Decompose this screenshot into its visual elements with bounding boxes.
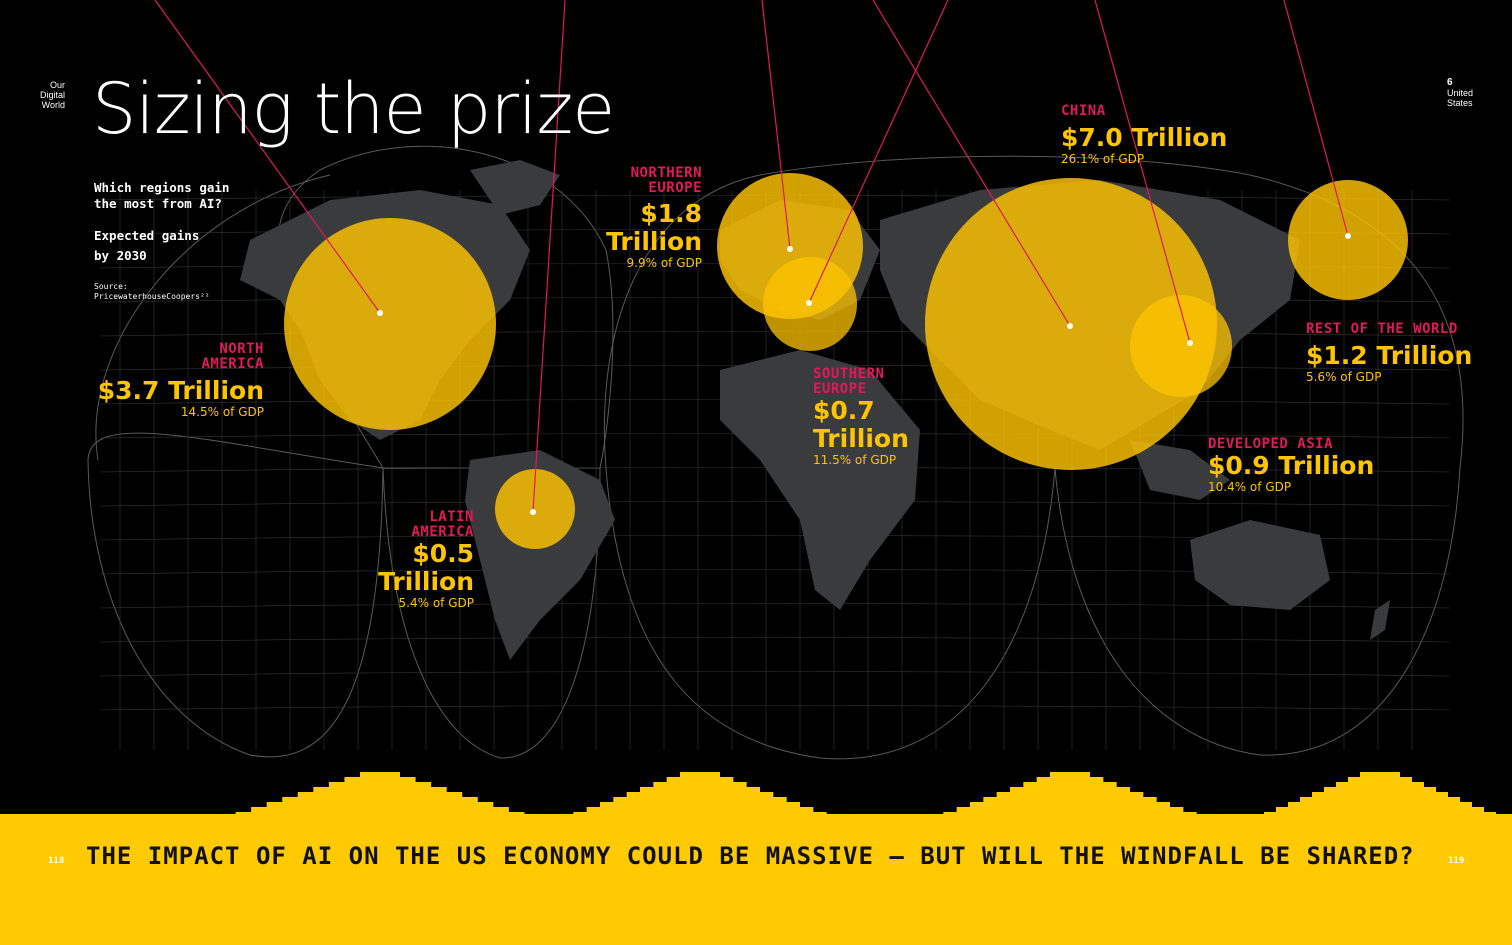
africa-landmass [720, 350, 920, 610]
page-number-left: 118 [48, 856, 65, 866]
section-label: Our Digital World [20, 80, 65, 110]
page-number-right: 119 [1448, 856, 1465, 866]
graticule-parallel [99, 705, 1451, 711]
expected-line: by 2030 [94, 248, 147, 263]
location-dot [530, 509, 536, 515]
question-line: Which regions gain [94, 180, 230, 195]
region-gdp-share: 11.5% of GDP [813, 453, 897, 467]
region-label-china: CHINA $7.0 Trillion 26.1% of GDP [1061, 104, 1261, 167]
region-name: REST OF THE WORLD [1306, 321, 1458, 337]
leader-line [1094, 0, 1191, 344]
region-value: $7.0 Trillion [1061, 123, 1228, 152]
region-label-northern-europe: NORTHERN EUROPE $1.8 Trillion 9.9% of GD… [560, 166, 702, 271]
new-zealand-landmass [1370, 600, 1390, 640]
graticule-parallel [99, 637, 1451, 643]
greenland-landmass [470, 160, 560, 215]
page-title: Sizing the prize [92, 68, 615, 150]
region-value: $0.5 [412, 539, 474, 568]
mountain-step [956, 807, 1184, 816]
chapter-number: 6 [1447, 77, 1453, 88]
bubble-north-america [284, 218, 496, 430]
region-label-developed-asia: DEVELOPED ASIA $0.9 Trillion 10.4% of GD… [1208, 437, 1408, 495]
graticule-parallel [99, 467, 1451, 473]
location-dot [787, 246, 793, 252]
leader-line [808, 0, 949, 304]
chapter-line: United [1447, 88, 1474, 98]
region-value: $3.7 Trillion [97, 376, 264, 405]
bubble-latin-america [495, 469, 575, 549]
bubble-developed-asia [1130, 295, 1232, 397]
projection-outline [95, 174, 331, 461]
graticule-parallel [99, 671, 1451, 677]
region-name: NORTH [219, 341, 264, 357]
leader-line [761, 0, 791, 250]
region-name: NORTHERN [630, 165, 702, 181]
section-label-line: Digital [39, 90, 65, 100]
chapter-line: States [1447, 98, 1473, 108]
region-name: AMERICA [201, 356, 264, 372]
projection-outline [603, 155, 1464, 469]
region-value: Trillion [378, 567, 474, 596]
region-gdp-share: 10.4% of GDP [1208, 480, 1292, 494]
projection-outline [87, 432, 384, 758]
region-label-north-america: NORTH AMERICA $3.7 Trillion 14.5% of GDP [60, 342, 264, 420]
leader-line [532, 0, 566, 513]
region-label-latin-america: LATIN AMERICA $0.5 Trillion 5.4% of GDP [334, 510, 474, 611]
mountain-step [1276, 807, 1484, 816]
region-name: LATIN [429, 509, 474, 525]
leader-line [872, 0, 1071, 327]
region-value: $0.7 [813, 396, 875, 425]
question-text: Which regions gain the most from AI? [94, 180, 229, 212]
pixel-mountains [235, 772, 1496, 816]
location-dot [377, 310, 383, 316]
leader-line [1283, 0, 1349, 237]
region-label-rest-of-world: REST OF THE WORLD $1.2 Trillion 5.6% of … [1306, 322, 1506, 385]
bubble-rest-of-world [1288, 180, 1408, 300]
expected-gains-text: Expected gains by 2030 [94, 226, 199, 266]
region-name: AMERICA [411, 524, 474, 540]
expected-line: Expected gains [94, 228, 200, 243]
projection-outline [1054, 467, 1461, 756]
region-gdp-share: 5.6% of GDP [1306, 370, 1382, 384]
region-label-southern-europe: SOUTHERN EUROPE $0.7 Trillion 11.5% of G… [813, 367, 963, 468]
leader-line [154, 0, 381, 314]
section-label-line: Our [49, 80, 65, 90]
region-value: $1.2 Trillion [1306, 341, 1473, 370]
region-value: Trillion [813, 424, 909, 453]
projection-outline [605, 467, 1056, 760]
region-value: $1.8 [640, 199, 702, 228]
mountain-step [251, 807, 509, 816]
australia-landmass [1190, 520, 1330, 610]
source-note: Source: PricewaterhouseCoopers²² [94, 282, 210, 302]
region-value: Trillion [606, 227, 702, 256]
graticule-parallel [99, 501, 1451, 507]
region-value: $0.9 Trillion [1208, 451, 1375, 480]
region-name: EUROPE [813, 381, 867, 397]
section-label-line: World [41, 100, 65, 110]
source-line: PricewaterhouseCoopers²² [94, 292, 210, 301]
location-dot [1187, 340, 1193, 346]
region-gdp-share: 9.9% of GDP [626, 256, 702, 270]
region-gdp-share: 14.5% of GDP [180, 405, 264, 419]
source-line: Source: [94, 282, 128, 291]
region-gdp-share: 26.1% of GDP [1061, 152, 1145, 166]
footer-headline: THE IMPACT OF AI ON THE US ECONOMY COULD… [86, 842, 1415, 870]
question-line: the most from AI? [94, 196, 222, 211]
region-name: CHINA [1061, 103, 1106, 119]
region-gdp-share: 5.4% of GDP [398, 596, 474, 610]
location-dot [1345, 233, 1351, 239]
footer-banner: 118 THE IMPACT OF AI ON THE US ECONOMY C… [0, 814, 1512, 945]
southeast-asia-landmass [1130, 440, 1230, 500]
region-name: EUROPE [648, 180, 702, 196]
region-name: SOUTHERN [813, 366, 885, 382]
location-dot [1067, 323, 1073, 329]
region-name: DEVELOPED ASIA [1208, 436, 1334, 452]
location-dot [806, 300, 812, 306]
mountain-step [586, 807, 814, 816]
chapter-label: 6 United States [1447, 77, 1474, 109]
